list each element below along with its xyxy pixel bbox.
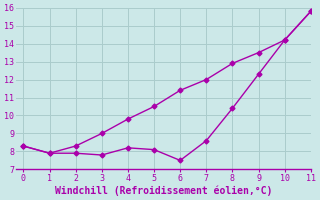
X-axis label: Windchill (Refroidissement éolien,°C): Windchill (Refroidissement éolien,°C) [54, 185, 272, 196]
